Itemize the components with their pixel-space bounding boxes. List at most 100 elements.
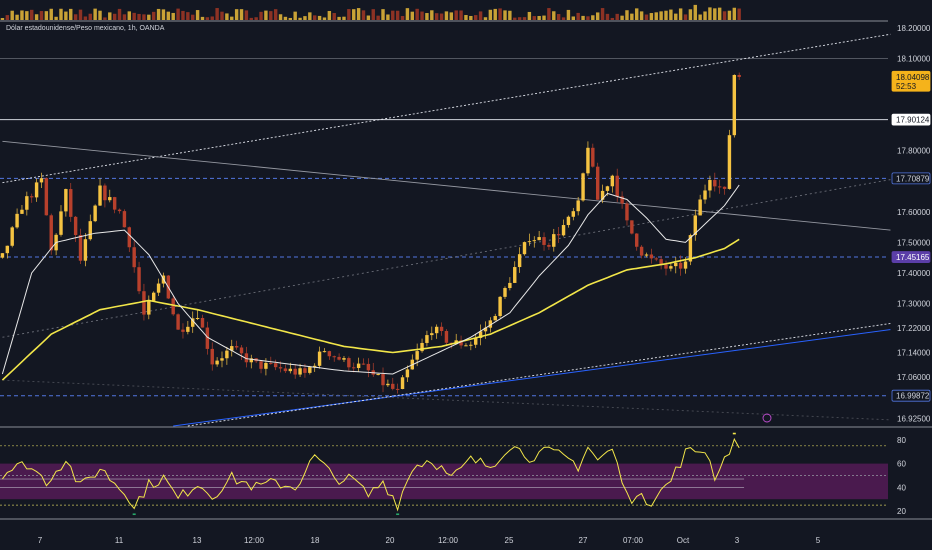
rsi-pane: [0, 426, 932, 520]
volume-bar: [137, 13, 141, 20]
price-tick-label: 17.80000: [897, 147, 931, 156]
candle-body: [556, 234, 561, 236]
volume-bar: [191, 14, 195, 20]
volume-histogram: [0, 4, 888, 22]
candle-body: [727, 135, 732, 189]
volume-bar: [176, 8, 180, 20]
time-tick-label: 07:00: [623, 536, 644, 545]
price-badge: [891, 172, 931, 185]
volume-bar: [356, 8, 361, 20]
candle-body: [591, 147, 595, 167]
volume-bar: [517, 17, 522, 20]
candle-body: [522, 242, 527, 255]
volume-bar: [717, 7, 722, 21]
volume-bar: [688, 9, 693, 20]
candle-body: [366, 363, 371, 371]
volume-bar: [556, 14, 561, 20]
candle-body: [327, 351, 332, 357]
price-tick-label: 17.40000: [897, 269, 931, 278]
volume-bar: [503, 10, 507, 20]
volume-bar: [210, 16, 214, 20]
volume-bar: [669, 9, 673, 20]
time-tick-label: 12:00: [244, 536, 265, 545]
volume-bar: [288, 17, 293, 20]
volume-bar: [98, 10, 102, 20]
moving-averages: [1, 184, 740, 381]
rsi-oversold-marker: [132, 513, 136, 516]
volume-bar: [69, 8, 73, 20]
candle-body: [332, 356, 336, 358]
candle-body: [59, 211, 63, 235]
volume-bar: [20, 10, 24, 20]
candle-body: [171, 298, 175, 315]
price-badge-label: 17.45165: [896, 253, 930, 262]
volume-bar: [449, 12, 454, 20]
volume-bar: [30, 9, 34, 20]
time-axis[interactable]: 7 11 13 12:00 18 20 12:00 25 27 07:00 Oct 3 5: [38, 536, 821, 545]
price-tick-label: 18.10000: [897, 55, 931, 64]
volume-bar: [654, 12, 658, 20]
candle-body: [361, 363, 366, 365]
volume-bar: [278, 14, 283, 20]
candle-body: [225, 350, 229, 359]
candle-body: [39, 178, 44, 183]
volume-bar: [205, 17, 210, 20]
candle-body: [312, 365, 317, 368]
candle-body: [69, 189, 73, 217]
volume-bar: [269, 11, 273, 20]
time-tick-label: 27: [579, 536, 588, 545]
candle-body: [108, 197, 112, 201]
rsi-tick-label: 40: [897, 483, 906, 492]
candle-body: [234, 346, 239, 348]
candle-body: [683, 261, 688, 269]
volume-bar: [732, 7, 737, 21]
volume-bar: [234, 9, 239, 20]
volume-bar: [93, 8, 97, 20]
price-badge-label: 16.99872: [896, 392, 930, 401]
volume-bar: [659, 11, 663, 20]
volume-bar: [342, 16, 346, 20]
candle-body: [493, 316, 497, 321]
candle-body: [620, 196, 624, 204]
trendline: [2, 379, 891, 421]
volume-bar: [395, 10, 400, 20]
candle-body: [0, 253, 5, 258]
volume-bar: [649, 13, 654, 20]
candles: [0, 72, 741, 394]
price-axis: 18.20000 18.10000 17.80000 17.60000 17.50000…: [762, 24, 931, 516]
candle-body: [395, 388, 400, 390]
volume-bar: [713, 8, 717, 20]
candle-body: [215, 360, 219, 365]
price-badge-label: 18.04098: [896, 73, 930, 82]
candle-body: [732, 74, 737, 136]
volume-bar: [54, 16, 58, 20]
candle-body: [200, 317, 205, 328]
volume-bar: [73, 14, 78, 20]
volume-bar: [142, 14, 146, 20]
candle-body: [532, 240, 536, 242]
price-badge: [891, 251, 931, 263]
time-tick-label: 13: [193, 536, 202, 545]
volume-bar: [498, 8, 502, 20]
volume-bar: [78, 9, 83, 20]
volume-bar: [488, 9, 493, 20]
volume-bar: [454, 10, 458, 20]
volume-bar: [230, 16, 234, 20]
volume-bar: [108, 12, 112, 20]
volume-bar: [400, 16, 405, 20]
candle-body: [600, 190, 605, 200]
volume-bar: [459, 10, 463, 20]
candle-body: [142, 291, 146, 315]
volume-bar: [571, 16, 576, 20]
volume-bar: [532, 16, 536, 20]
candle-body: [176, 314, 180, 330]
volume-bar: [103, 17, 107, 20]
candle-body: [73, 216, 78, 236]
price-badge-countdown: 52:53: [896, 82, 917, 91]
candle-body: [5, 245, 10, 254]
candle-body: [513, 267, 517, 283]
candle-body: [30, 196, 34, 198]
volume-bar: [195, 10, 200, 20]
candle-body: [220, 358, 224, 361]
